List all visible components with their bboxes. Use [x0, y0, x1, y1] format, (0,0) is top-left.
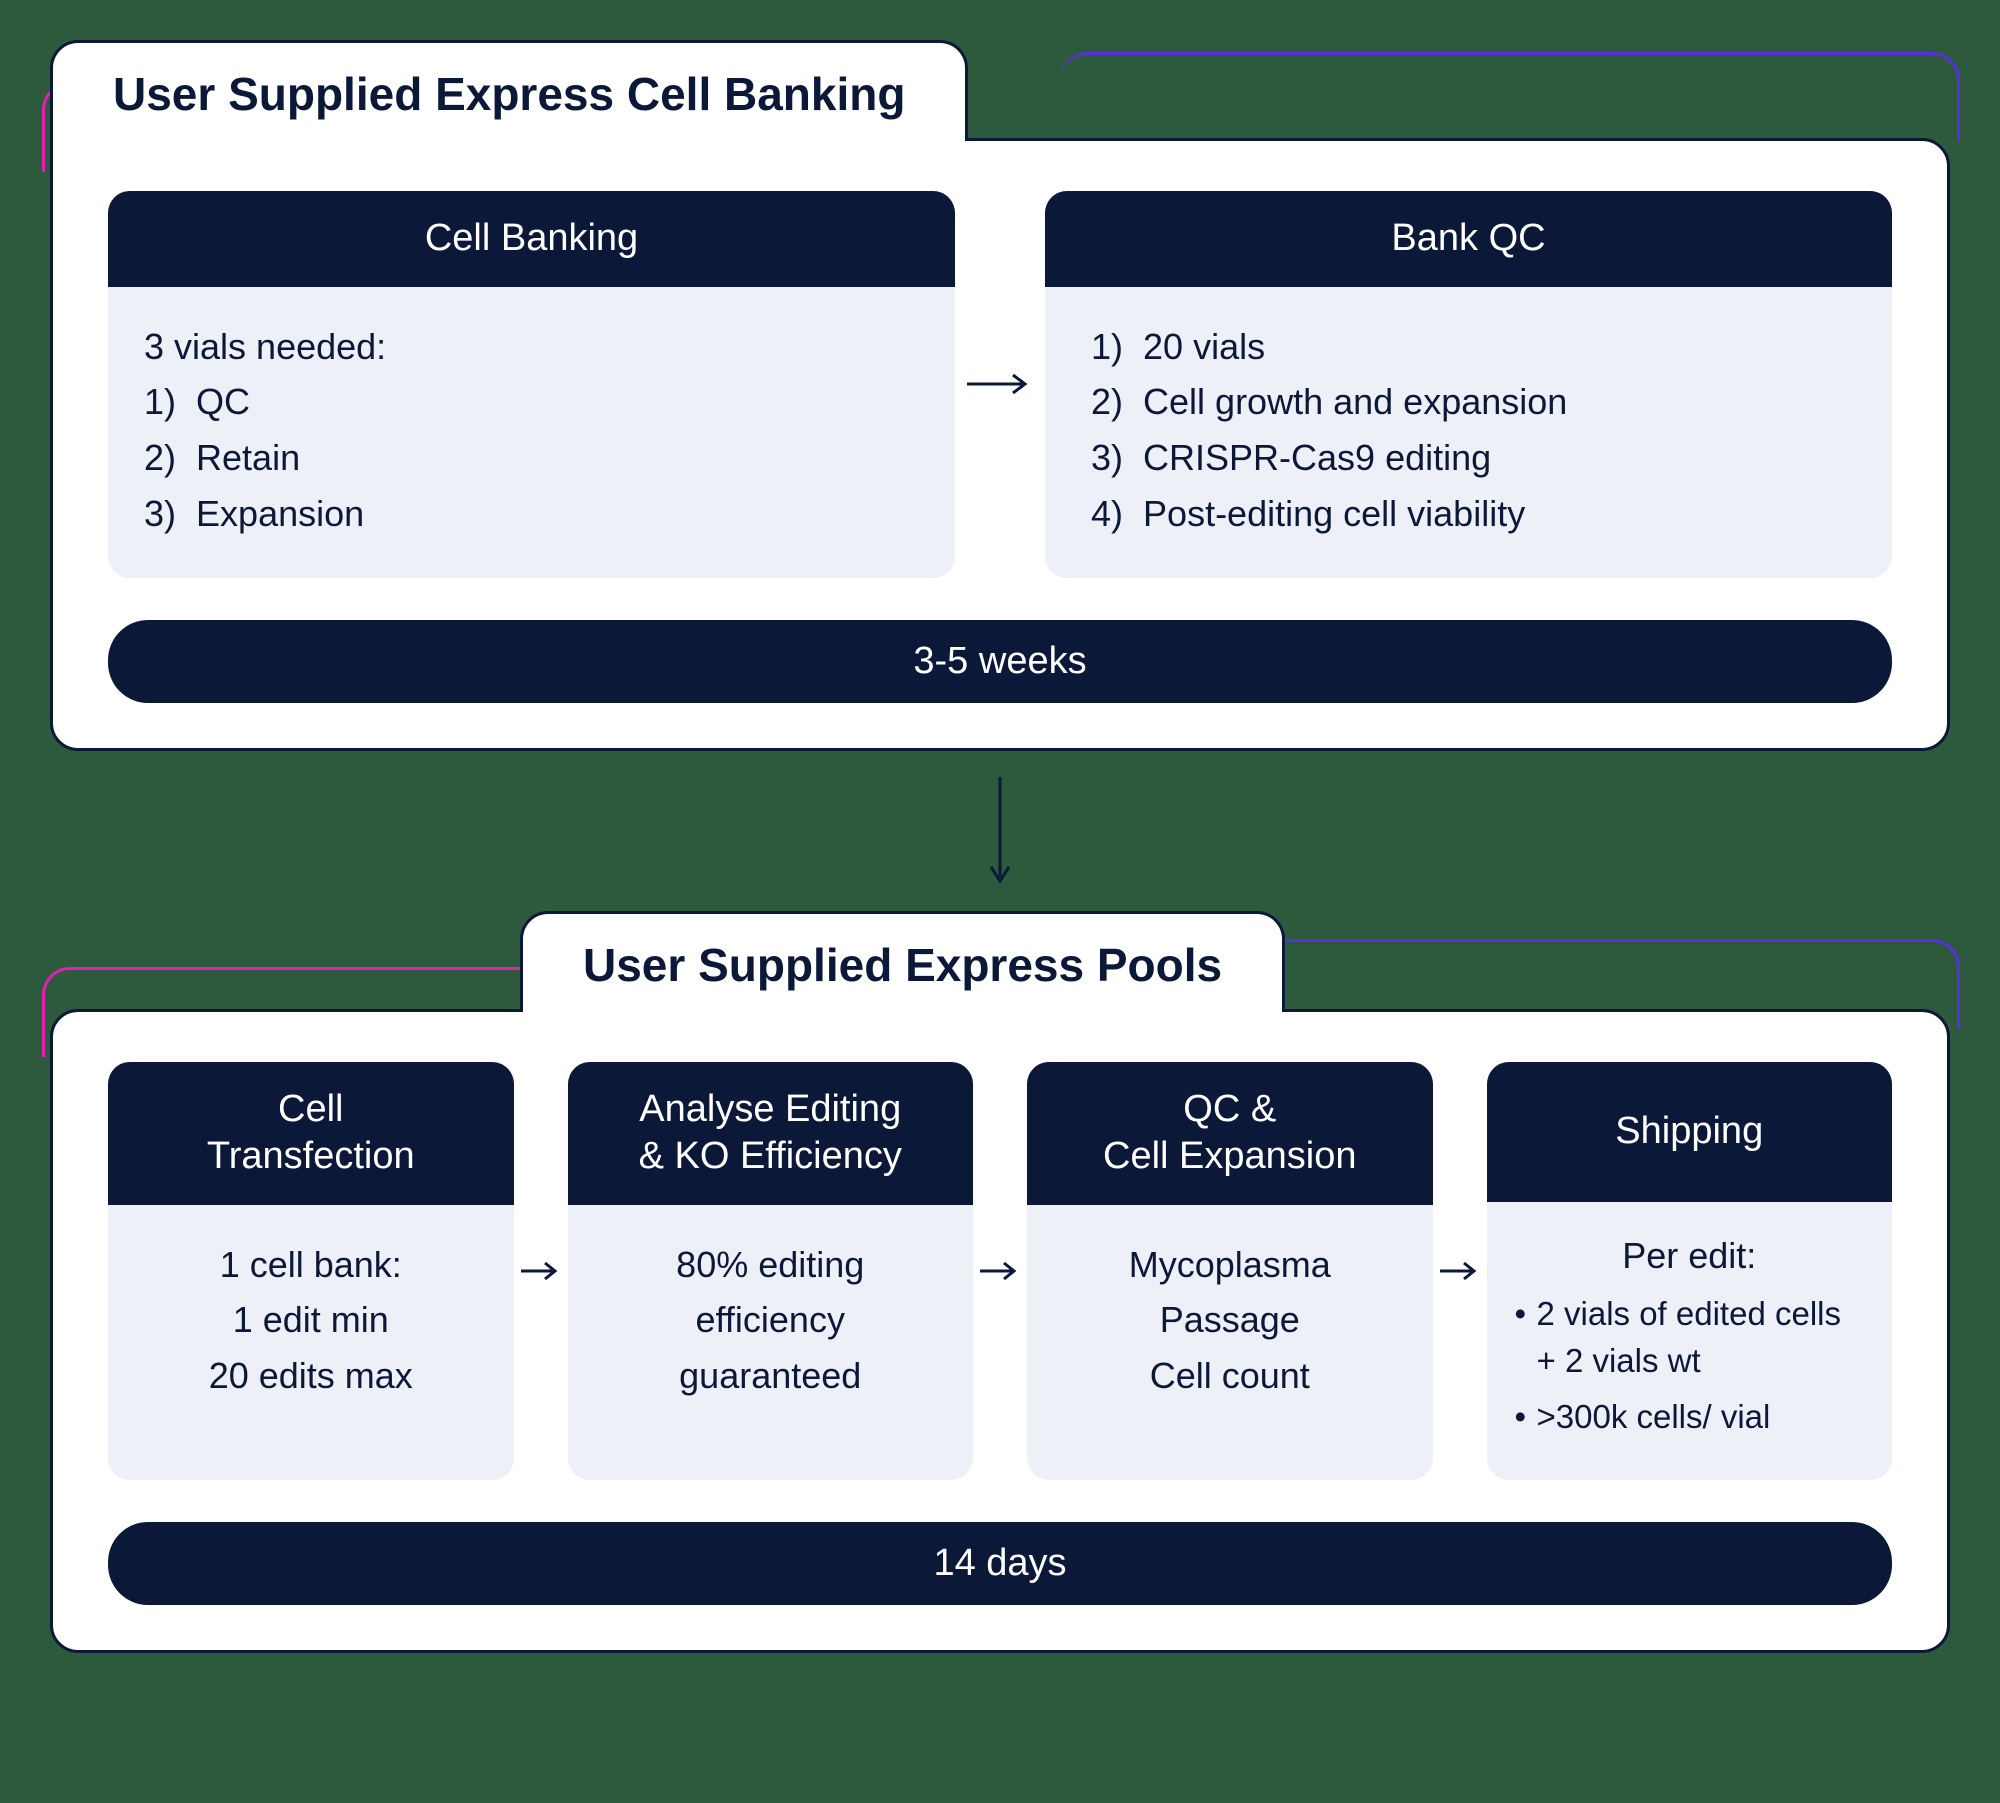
section-cell-banking: User Supplied Express Cell Banking Cell … [50, 40, 1950, 751]
card-list: 1) 20 vials 2) Cell growth and expansion… [1081, 319, 1856, 542]
card-header: Analyse Editing& KO Efficiency [568, 1062, 974, 1205]
section1-tab: User Supplied Express Cell Banking [50, 40, 968, 141]
section2-cards-row: CellTransfection 1 cell bank: 1 edit min… [108, 1062, 1892, 1480]
card-header: Bank QC [1045, 191, 1892, 287]
section1-timeline: 3-5 weeks [108, 620, 1892, 703]
card-list: 1) QC 2) Retain 3) Expansion [144, 374, 919, 541]
card-header: QC &Cell Expansion [1027, 1062, 1433, 1205]
card-body: 3 vials needed: 1) QC 2) Retain 3) Expan… [108, 287, 955, 578]
arrow-icon [973, 1062, 1027, 1480]
arrow-icon [514, 1062, 568, 1480]
card-body: Mycoplasma Passage Cell count [1027, 1205, 1433, 1480]
accent-right-1 [1060, 52, 1960, 142]
card-bullet-list: 2 vials of edited cells + 2 vials wt >30… [1511, 1291, 1869, 1440]
card-intro: Per edit: [1511, 1228, 1869, 1284]
tab-join-cover [523, 1008, 1282, 1018]
section1-cards-row: Cell Banking 3 vials needed: 1) QC 2) Re… [108, 191, 1892, 578]
section2-body: CellTransfection 1 cell bank: 1 edit min… [50, 1009, 1950, 1653]
card-header: CellTransfection [108, 1062, 514, 1205]
arrow-icon [1433, 1062, 1487, 1480]
card-header: Shipping [1487, 1062, 1893, 1202]
card-body: Per edit: 2 vials of edited cells + 2 vi… [1487, 1202, 1893, 1480]
card-intro: 3 vials needed: [144, 319, 919, 375]
card-body: 1 cell bank: 1 edit min 20 edits max [108, 1205, 514, 1480]
section-express-pools: User Supplied Express Pools CellTransfec… [50, 911, 1950, 1653]
card-analyse-editing: Analyse Editing& KO Efficiency 80% editi… [568, 1062, 974, 1480]
card-bank-qc: Bank QC 1) 20 vials 2) Cell growth and e… [1045, 191, 1892, 578]
process-diagram: User Supplied Express Cell Banking Cell … [50, 40, 1950, 1653]
vertical-arrow-icon [50, 751, 1950, 911]
section1-title: User Supplied Express Cell Banking [113, 68, 905, 120]
section2-title: User Supplied Express Pools [583, 939, 1222, 991]
card-header: Cell Banking [108, 191, 955, 287]
card-body: 80% editing efficiency guaranteed [568, 1205, 974, 1480]
section2-timeline: 14 days [108, 1522, 1892, 1605]
card-cell-transfection: CellTransfection 1 cell bank: 1 edit min… [108, 1062, 514, 1480]
section1-body: Cell Banking 3 vials needed: 1) QC 2) Re… [50, 138, 1950, 751]
card-body: 1) 20 vials 2) Cell growth and expansion… [1045, 287, 1892, 578]
arrow-icon [955, 191, 1045, 578]
card-qc-expansion: QC &Cell Expansion Mycoplasma Passage Ce… [1027, 1062, 1433, 1480]
section2-tab: User Supplied Express Pools [520, 911, 1285, 1012]
card-shipping: Shipping Per edit: 2 vials of edited cel… [1487, 1062, 1893, 1480]
card-cell-banking: Cell Banking 3 vials needed: 1) QC 2) Re… [108, 191, 955, 578]
